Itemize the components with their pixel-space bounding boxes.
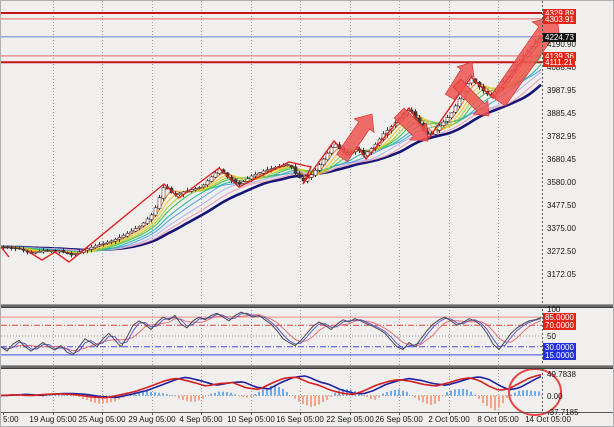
stochastic-level-badge: 70.0000: [543, 321, 576, 330]
price-label: 3987.95: [547, 86, 576, 95]
time-label: 16 Sep 05:00: [276, 415, 324, 424]
time-label: 26 Sep 05:00: [375, 415, 423, 424]
stochastic-level-label: 50: [547, 332, 556, 341]
ellipse-annotation: [508, 368, 562, 416]
main-chart-plot-area[interactable]: [1, 1, 542, 304]
time-label: 19 Aug 05:00: [29, 415, 77, 424]
panel-separator[interactable]: [1, 365, 613, 369]
price-label: 3782.95: [547, 132, 576, 141]
panel-separator[interactable]: [1, 304, 613, 308]
price-label: 3272.50: [547, 247, 576, 256]
stochastic-level-badge: 85.0000: [543, 313, 576, 322]
time-label: 5:00: [3, 415, 19, 424]
time-label: 14 Oct 05:00: [525, 415, 571, 424]
time-label: 22 Sep 05:00: [326, 415, 374, 424]
time-label: 29 Aug 05:00: [128, 415, 176, 424]
oscillator-panel-area[interactable]: [1, 369, 542, 412]
time-label: 4 Sep 05:00: [179, 415, 223, 424]
price-label: 3375.00: [547, 224, 576, 233]
price-badge: 4329.89: [543, 9, 576, 18]
price-label: 3885.45: [547, 109, 576, 118]
price-badge: 4224.73: [543, 33, 576, 42]
time-label: 8 Oct 05:00: [477, 415, 519, 424]
price-badge: 4111.21: [543, 58, 575, 67]
oscillator-value-label: 0.00: [547, 392, 563, 401]
price-badge: 4139.36: [543, 52, 576, 61]
stochastic-level-label: 100: [547, 305, 561, 314]
time-label: 25 Aug 05:00: [78, 415, 126, 424]
axis-border-layer: [1, 1, 613, 415]
oscillator-value-label: 49.7838: [547, 370, 576, 379]
price-label: 3477.50: [547, 201, 576, 210]
price-label: 4088.40: [547, 63, 576, 72]
stochastic-panel-area[interactable]: [1, 308, 542, 365]
time-label: 2 Oct 05:00: [428, 415, 470, 424]
time-label: 10 Sep 05:00: [227, 415, 275, 424]
price-label: 3680.45: [547, 155, 576, 164]
price-label: 3172.05: [547, 270, 576, 279]
stochastic-level-badge: 15.0000: [543, 351, 576, 360]
stochastic-lines: [1, 311, 542, 356]
oscillator-signal-lines: [1, 374, 542, 399]
price-badge: 4303.91: [543, 15, 576, 24]
oscillator-value-label: -37.7185: [547, 408, 579, 417]
price-level-lines: [1, 12, 542, 64]
price-label: 3580.00: [547, 178, 576, 187]
price-label: 4190.90: [547, 40, 576, 49]
stochastic-level-badge: 30.0000: [543, 343, 576, 352]
